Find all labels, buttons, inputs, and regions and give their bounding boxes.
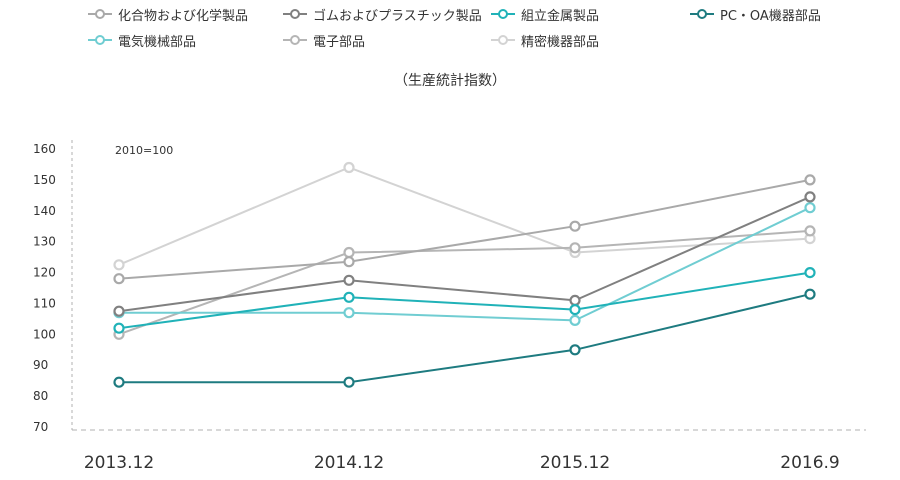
y-tick-label: 80: [33, 389, 48, 403]
x-tick-label: 2014.12: [314, 453, 384, 473]
data-point: [804, 202, 816, 214]
legend-marker-icon: [690, 9, 714, 19]
axes: 70 80 90 100 110 120 130 140 150 160 2013.12 2014.1…: [33, 140, 866, 473]
x-tick-label: 2013.12: [84, 453, 154, 473]
x-tick-label: 2016.9: [780, 453, 839, 473]
legend-label: 精密機器部品: [521, 34, 600, 50]
data-point: [569, 242, 581, 254]
series-line: [118, 195, 811, 313]
data-point: [343, 161, 355, 174]
y-tick-label: 120: [33, 266, 56, 280]
legend-item: 電子部品: [283, 31, 366, 50]
y-tick-label: 160: [33, 142, 56, 156]
legend-label: PC・OA機器部品: [720, 8, 821, 24]
series-layer: [113, 161, 816, 388]
data-point: [343, 376, 355, 388]
data-point: [569, 314, 581, 326]
legend-item: PC・OA機器部品: [690, 5, 821, 24]
legend-marker-icon: [491, 35, 515, 45]
data-point: [343, 291, 355, 303]
x-tick-label: 2015.12: [540, 453, 610, 473]
data-point: [569, 220, 581, 232]
data-point: [113, 376, 125, 388]
data-point: [804, 267, 816, 279]
legend-marker-icon: [88, 9, 112, 19]
legend-label: 電気機械部品: [118, 34, 197, 50]
data-point: [804, 174, 816, 186]
y-tick-label: 110: [33, 296, 56, 310]
legend-marker-icon: [283, 35, 307, 45]
legend-item: 組立金属製品: [491, 5, 600, 24]
series-line: [118, 178, 811, 280]
data-point: [113, 259, 125, 271]
data-point: [804, 191, 816, 203]
data-point: [113, 273, 125, 285]
data-point: [569, 294, 581, 306]
data-point: [113, 322, 125, 334]
legend-marker-icon: [283, 9, 307, 19]
data-point: [343, 246, 355, 259]
y-tick-label: 140: [33, 204, 56, 218]
y-tick-label: 90: [33, 358, 48, 372]
legend-marker-icon: [88, 35, 112, 45]
legend-item: 電気機械部品: [88, 31, 197, 50]
legend-item: ゴムおよびプラスチック製品: [283, 5, 482, 24]
series-1: [113, 191, 816, 317]
data-point: [343, 274, 355, 286]
legend-item: 化合物および化学製品: [88, 5, 249, 24]
data-point: [569, 304, 581, 316]
series-2: [113, 267, 816, 334]
data-point: [113, 305, 125, 317]
legend-item: 精密機器部品: [491, 31, 600, 50]
y-tick-label: 130: [33, 235, 56, 249]
base-year-annotation: 2010=100: [115, 144, 173, 157]
series-line: [118, 229, 811, 336]
series-line: [119, 293, 811, 384]
legend: 化合物および化学製品 ゴムおよびプラスチック製品 組立金属製品 PC・OA機器部品電気…: [0, 0, 900, 56]
series-3: [113, 288, 816, 388]
series-line: [118, 166, 811, 266]
chart-subtitle: （生産統計指数）: [394, 73, 506, 89]
data-point: [343, 256, 355, 268]
legend-label: 組立金属製品: [521, 8, 600, 24]
series-6: [113, 161, 816, 271]
y-tick-label: 70: [33, 420, 48, 434]
data-point: [804, 225, 816, 237]
legend-label: 化合物および化学製品: [118, 8, 249, 24]
series-0: [113, 174, 816, 285]
y-tick-label: 150: [33, 173, 56, 187]
y-tick-label: 100: [33, 327, 56, 341]
legend-marker-icon: [491, 9, 515, 19]
data-point: [569, 344, 581, 356]
legend-label: 電子部品: [313, 34, 366, 50]
data-point: [343, 307, 355, 319]
legend-label: ゴムおよびプラスチック製品: [313, 8, 482, 24]
series-line: [118, 271, 811, 330]
data-point: [804, 288, 816, 300]
